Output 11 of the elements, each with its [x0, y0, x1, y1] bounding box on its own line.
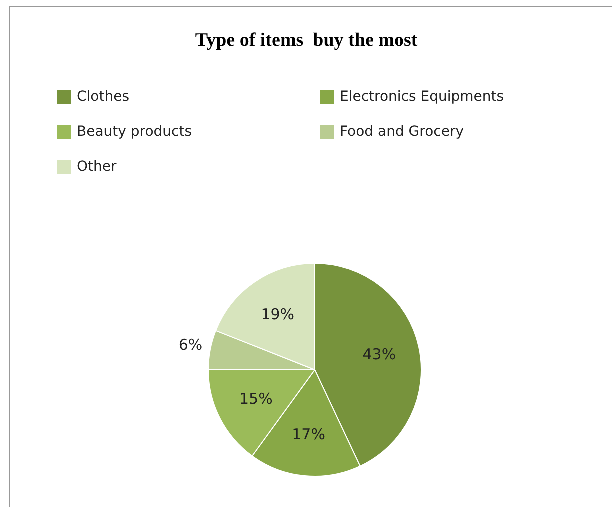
legend-label: Beauty products	[77, 124, 192, 140]
legend-label: Other	[77, 159, 117, 175]
data-label: 17%	[292, 426, 326, 444]
data-label: 6%	[178, 336, 203, 354]
data-label: 15%	[239, 390, 273, 408]
legend-label: Clothes	[77, 89, 130, 105]
chart-title: Type of items buy the most	[194, 30, 419, 52]
legend-label: Food and Grocery	[340, 124, 464, 140]
legend-label: Electronics Equipments	[340, 89, 504, 105]
data-label: 43%	[362, 345, 396, 364]
data-label: 19%	[261, 305, 295, 324]
